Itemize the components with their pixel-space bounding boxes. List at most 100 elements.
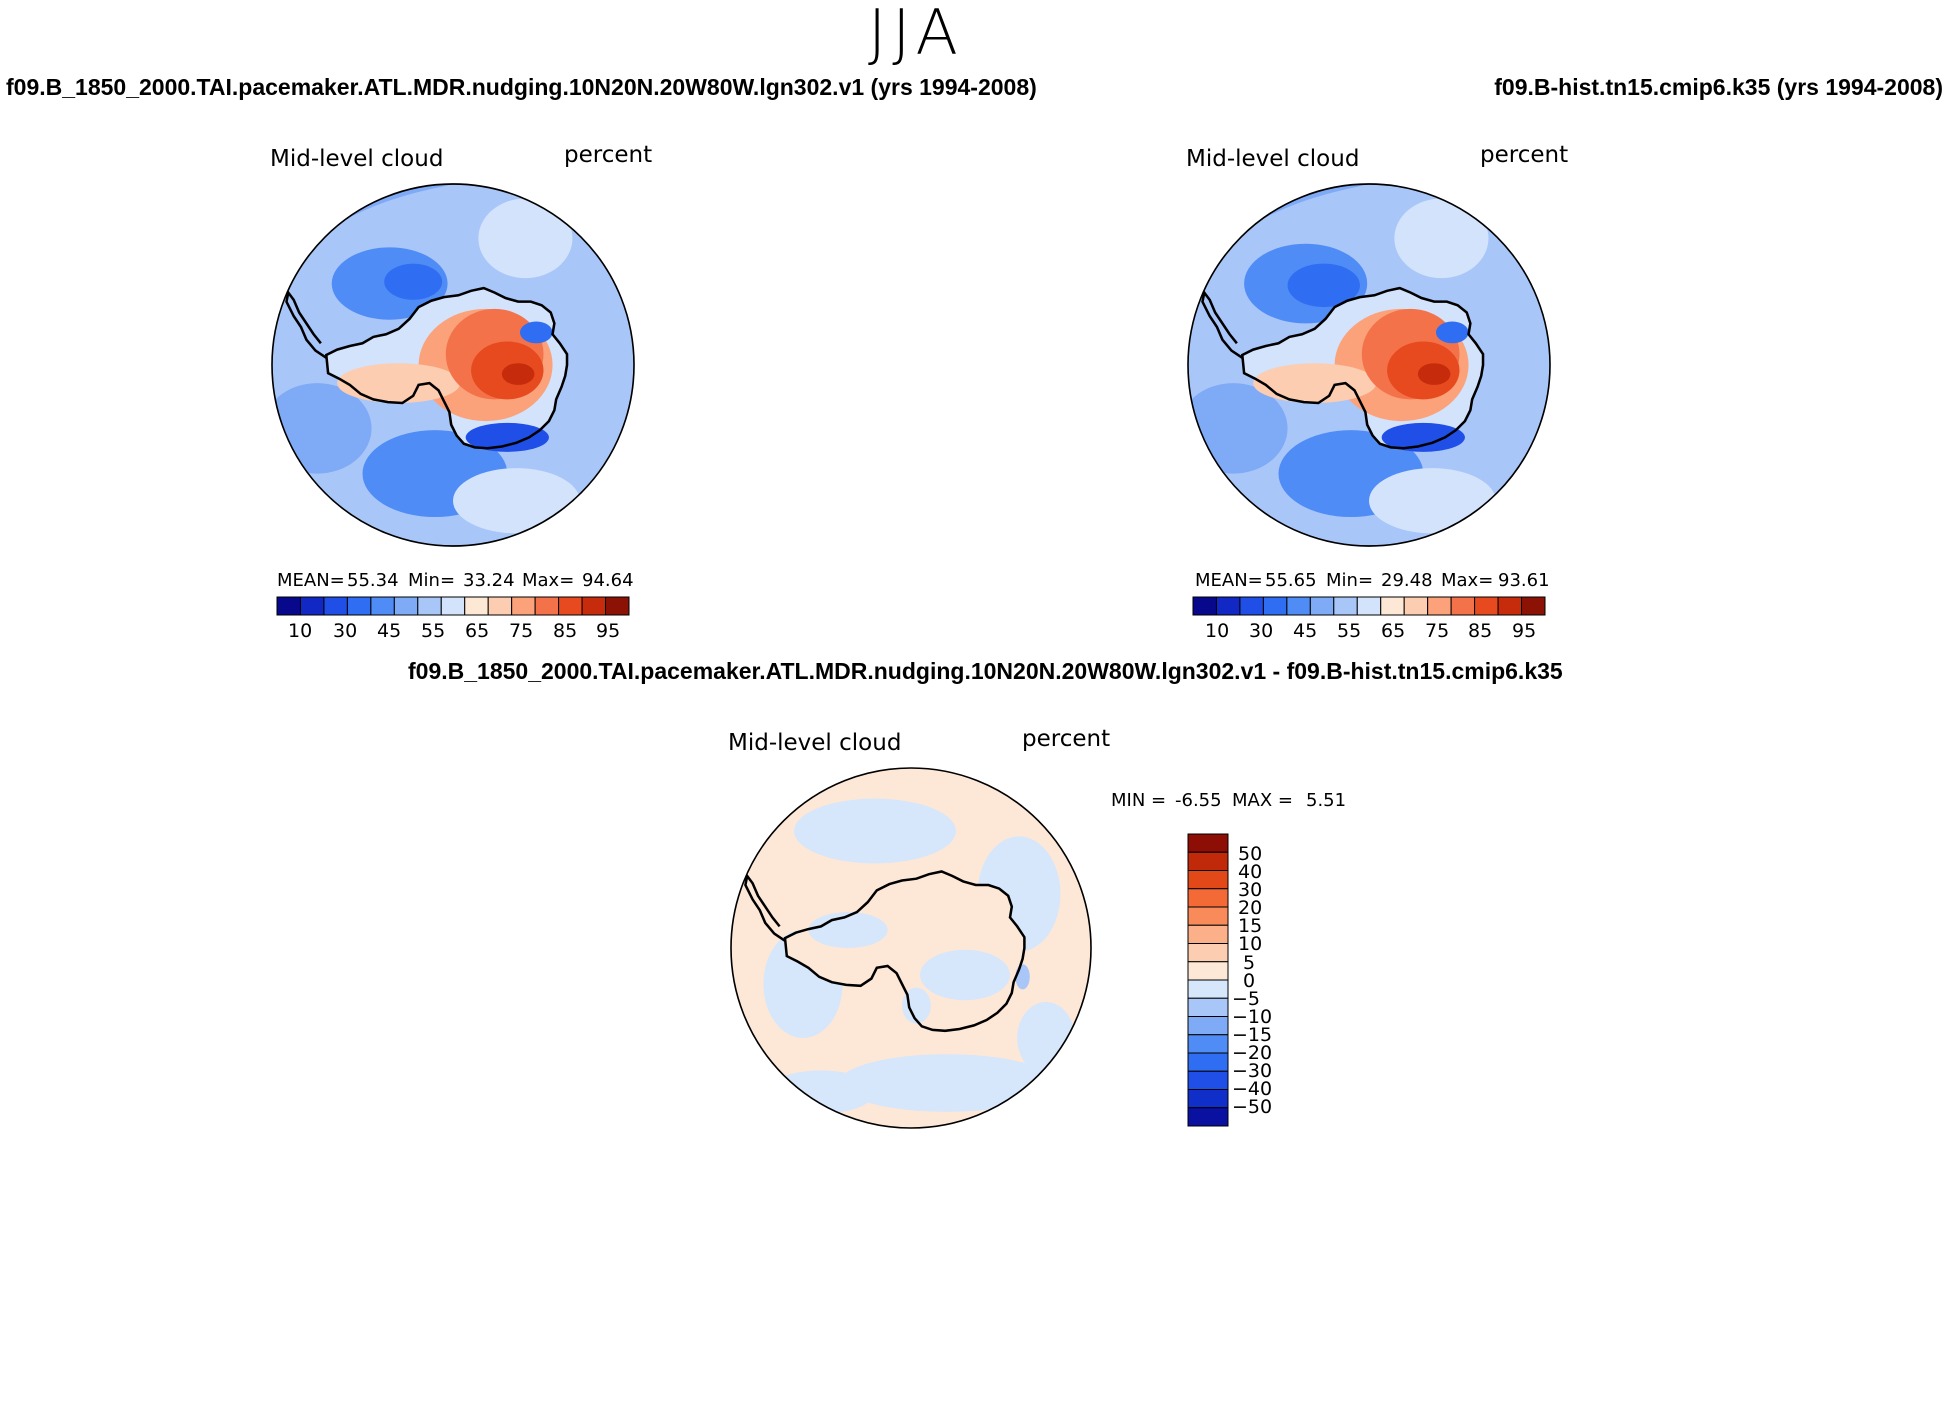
panel-right-variable: Mid-level cloud <box>1186 146 1360 172</box>
cbar-left-tick: 75 <box>509 620 534 642</box>
panel-left-mean-label: MEAN= <box>277 570 345 591</box>
panel-left-variable: Mid-level cloud <box>270 146 444 172</box>
colorbar-swatch <box>1187 997 1229 1017</box>
colorbar-swatch <box>1286 596 1311 616</box>
colorbar-swatch <box>1187 979 1229 999</box>
cbar-diff-level: −20 <box>1232 1042 1273 1064</box>
cbar-diff-level: 20 <box>1238 897 1263 919</box>
colorbar-swatch <box>1187 1089 1229 1109</box>
cbar-right-tick: 45 <box>1293 620 1318 642</box>
cbar-right-tick: 30 <box>1249 620 1274 642</box>
colorbar-swatch <box>1187 943 1229 963</box>
difference-colorbar <box>1187 833 1229 1127</box>
panel-left-colorbar <box>276 596 630 616</box>
difference-title: f09.B_1850_2000.TAI.pacemaker.ATL.MDR.nu… <box>408 658 1563 684</box>
colorbar-swatch <box>440 596 466 616</box>
colorbar-swatch <box>1187 1016 1229 1036</box>
colorbar-swatch <box>534 596 560 616</box>
colorbar-swatch <box>346 596 372 616</box>
panel-left-units: percent <box>564 142 653 168</box>
colorbar-swatch <box>1187 1070 1229 1090</box>
colorbar-swatch <box>1192 596 1217 616</box>
colorbar-swatch <box>1187 906 1229 926</box>
colorbar-swatch <box>605 596 630 616</box>
cbar-diff-level: −30 <box>1232 1060 1273 1082</box>
cbar-diff-level: −10 <box>1232 1006 1273 1028</box>
colorbar-swatch <box>1187 924 1229 944</box>
panel-right-max-label: Max= <box>1441 570 1494 591</box>
difference-units: percent <box>1022 726 1111 752</box>
cbar-right-tick: 55 <box>1337 620 1362 642</box>
cbar-right-tick: 10 <box>1205 620 1230 642</box>
colorbar-swatch <box>581 596 607 616</box>
colorbar-swatch <box>511 596 536 616</box>
colorbar-swatch <box>1356 596 1382 616</box>
panel-right-colorbar <box>1192 596 1546 616</box>
colorbar-swatch <box>1187 1052 1229 1072</box>
cbar-diff-level: −15 <box>1232 1024 1273 1046</box>
cbar-diff-level: 30 <box>1238 879 1263 901</box>
panel-right-mean-label: MEAN= <box>1195 570 1263 591</box>
colorbar-swatch <box>1187 851 1229 871</box>
colorbar-swatch <box>1309 596 1335 616</box>
cbar-right-tick: 95 <box>1512 620 1537 642</box>
panel-left-mean-value: 55.34 <box>347 570 399 591</box>
panel-right-case-title: f09.B-hist.tn15.cmip6.k35 (yrs 1994-2008… <box>1494 74 1943 100</box>
panel-left-case-title: f09.B_1850_2000.TAI.pacemaker.ATL.MDR.nu… <box>6 74 1037 100</box>
colorbar-swatch <box>1497 596 1523 616</box>
colorbar-swatch <box>558 596 583 616</box>
colorbar-swatch <box>1239 596 1264 616</box>
panel-left-min-value: 33.24 <box>463 570 515 591</box>
colorbar-swatch <box>1187 888 1229 908</box>
cbar-right-tick: 85 <box>1468 620 1493 642</box>
difference-variable: Mid-level cloud <box>728 730 902 756</box>
colorbar-swatch <box>1521 596 1546 616</box>
cbar-left-tick: 85 <box>553 620 578 642</box>
cbar-right-tick: 75 <box>1425 620 1450 642</box>
difference-min-value: -6.55 <box>1175 790 1222 811</box>
colorbar-swatch <box>1187 1107 1229 1127</box>
cbar-left-tick: 55 <box>421 620 446 642</box>
difference-max-value: 5.51 <box>1306 790 1347 811</box>
panel-right-units: percent <box>1480 142 1569 168</box>
panel-right-min-value: 29.48 <box>1381 570 1433 591</box>
cbar-left-tick: 30 <box>333 620 358 642</box>
colorbar-swatch <box>417 596 442 616</box>
colorbar-swatch <box>487 596 513 616</box>
panel-left-max-label: Max= <box>522 570 575 591</box>
colorbar-swatch <box>1187 961 1229 981</box>
cbar-diff-level: 50 <box>1238 843 1263 865</box>
colorbar-swatch <box>276 596 301 616</box>
cbar-diff-level: 15 <box>1238 915 1263 937</box>
colorbar-swatch <box>323 596 348 616</box>
colorbar-swatch <box>1403 596 1429 616</box>
panel-left-min-label: Min= <box>408 570 456 591</box>
difference-max-label: MAX = <box>1232 790 1293 811</box>
cbar-diff-level: 5 <box>1243 952 1256 974</box>
colorbar-swatch <box>1187 1034 1229 1054</box>
colorbar-swatch <box>1187 870 1229 890</box>
season-title: JJA <box>868 0 964 69</box>
colorbar-swatch <box>1380 596 1405 616</box>
cbar-left-tick: 65 <box>465 620 490 642</box>
cbar-diff-level: −5 <box>1232 988 1261 1010</box>
colorbar-swatch <box>464 596 489 616</box>
colorbar-swatch <box>1333 596 1358 616</box>
cbar-diff-level: 10 <box>1238 933 1263 955</box>
cbar-left-tick: 10 <box>288 620 313 642</box>
difference-min-label: MIN = <box>1111 790 1167 811</box>
panel-right-map <box>1187 183 1551 547</box>
colorbar-swatch <box>1450 596 1476 616</box>
colorbar-swatch <box>393 596 419 616</box>
panel-right-mean-value: 55.65 <box>1265 570 1317 591</box>
colorbar-swatch <box>370 596 395 616</box>
cbar-diff-level: 40 <box>1238 861 1263 883</box>
panel-right-max-value: 93.61 <box>1498 570 1550 591</box>
cbar-diff-level: −50 <box>1232 1096 1273 1118</box>
cbar-left-tick: 95 <box>596 620 621 642</box>
panel-right-min-label: Min= <box>1326 570 1374 591</box>
cbar-diff-level: −40 <box>1232 1078 1273 1100</box>
cbar-diff-level: 0 <box>1243 970 1256 992</box>
panel-left-map <box>271 183 635 547</box>
colorbar-swatch <box>1427 596 1452 616</box>
